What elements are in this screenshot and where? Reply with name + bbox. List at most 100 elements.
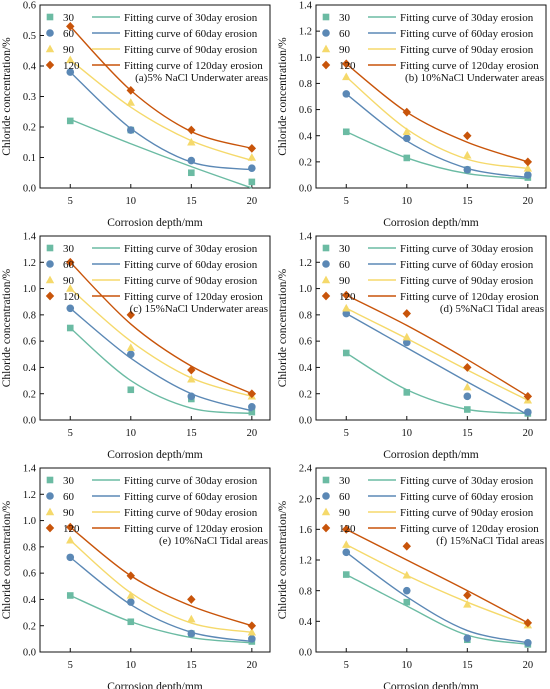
y-axis-label: Chloride concentration/%: [1, 37, 13, 156]
y-tick-label: 0.5: [23, 31, 36, 42]
data-point-120: [463, 363, 472, 372]
data-point-90: [342, 303, 351, 312]
x-tick-label: 10: [126, 660, 137, 671]
data-point-90: [126, 591, 135, 599]
legend-label: 120: [339, 523, 356, 535]
y-tick-label: 0.1: [23, 153, 36, 164]
y-tick-label: 1.2: [23, 490, 36, 501]
y-tick-label: 1.2: [299, 556, 312, 567]
x-axis-label: Corrosion depth/mm: [383, 449, 479, 461]
data-point-120: [66, 522, 75, 532]
data-point-30: [248, 408, 256, 416]
panel-title: (b) 10%NaCl Underwater areas: [405, 72, 544, 84]
fit-curve-90: [69, 539, 252, 633]
data-point-60: [342, 90, 351, 98]
x-tick-label: 10: [126, 196, 137, 207]
y-tick-label: 0.6: [23, 337, 36, 348]
x-tick-label: 20: [523, 196, 534, 207]
fit-curve-120: [345, 528, 529, 624]
panel-title: (d) 5%NaCl Tidal areas: [440, 303, 544, 315]
y-tick-label: 0.8: [23, 310, 36, 321]
data-point-120: [463, 590, 472, 600]
fit-curve-90: [345, 307, 529, 401]
legend-curve-label: Fitting curve of 120day erosion: [400, 523, 539, 535]
y-tick-label: 0.0: [299, 648, 312, 659]
plot-frame: [315, 4, 547, 189]
data-point-120: [126, 571, 135, 581]
legend-curve-label: Fitting curve of 90day erosion: [400, 275, 534, 287]
legend-label: 30: [339, 475, 351, 487]
data-point-120: [66, 21, 75, 31]
legend-curve-label: Fitting curve of 90day erosion: [124, 44, 258, 56]
y-tick-label: 0.4: [23, 595, 37, 606]
chart-panel-c: 0.0 0.2 0.4 0.6 0.8 1.0 1.2 1.4 5 10 15 20 Corrosion…: [1, 232, 271, 461]
data-point-60: [66, 304, 75, 313]
x-tick-label: 10: [126, 428, 137, 439]
legend-marker-120: [321, 291, 331, 301]
y-tick-label: 0.0: [299, 416, 312, 427]
data-point-90: [126, 343, 135, 351]
legend-curve-label: Fitting curve of 60day erosion: [124, 28, 258, 40]
data-point-30: [127, 386, 135, 394]
y-tick-label: 0.4: [23, 363, 37, 374]
data-point-120: [187, 595, 196, 604]
y-axis-label: Chloride concentration/%: [1, 268, 13, 387]
x-axis-label: Corrosion depth/mm: [383, 681, 479, 689]
fit-curve-90: [69, 288, 253, 398]
y-tick-label: 0.2: [299, 157, 312, 168]
y-tick-label: 0.2: [23, 389, 36, 400]
data-point-30: [66, 324, 74, 332]
legend-marker-90: [321, 275, 331, 284]
data-point-30: [66, 117, 74, 125]
plot-frame: [39, 235, 271, 421]
data-point-30: [342, 128, 350, 136]
legend-marker-60: [322, 260, 330, 268]
legend-marker-90: [45, 275, 55, 284]
y-tick-label: 0.8: [299, 586, 312, 597]
data-point-60: [66, 553, 75, 562]
y-tick-label: 2.4: [299, 464, 313, 475]
legend-curve-label: Fitting curve of 30day erosion: [124, 243, 258, 255]
x-axis-label: Corrosion depth/mm: [107, 681, 203, 689]
data-point-60: [187, 392, 196, 401]
legend-curve-label: Fitting curve of 120day erosion: [400, 291, 539, 303]
y-tick-label: 1.4: [299, 232, 313, 243]
chart-panel-b: 0.0 0.2 0.4 0.6 0.8 1.0 1.2 1.4 5 10 15 20 Corrosion…: [277, 1, 547, 229]
x-tick-label: 10: [402, 196, 413, 207]
data-point-90: [342, 540, 351, 548]
data-point-60: [248, 403, 256, 411]
data-point-90: [402, 127, 411, 135]
data-point-90: [463, 382, 472, 391]
legend-curve-label: Fitting curve of 60day erosion: [124, 491, 258, 503]
legend-marker-30: [322, 244, 330, 252]
y-axis-label: Chloride concentration/%: [277, 268, 289, 387]
data-point-90: [402, 570, 411, 579]
fit-curve-30: [69, 327, 252, 415]
legend-label: 120: [63, 291, 80, 303]
data-point-60: [126, 598, 135, 606]
data-point-90: [66, 55, 75, 64]
legend-label: 120: [339, 60, 356, 72]
fit-curve-90: [69, 59, 253, 162]
y-tick-label: 1.0: [299, 284, 312, 295]
data-point-60: [524, 408, 532, 416]
y-tick-label: 1.0: [299, 53, 312, 64]
legend-curve-label: Fitting curve of 120day erosion: [124, 523, 263, 535]
legend-curve-label: Fitting curve of 30day erosion: [400, 243, 534, 255]
legend-label: 60: [339, 28, 351, 40]
fit-curve-60: [345, 551, 528, 644]
data-point-120: [342, 524, 351, 534]
y-tick-label: 0.6: [23, 1, 36, 12]
data-point-60: [126, 350, 135, 359]
data-point-120: [247, 389, 257, 399]
legend-curve-label: Fitting curve of 60day erosion: [400, 491, 534, 503]
y-tick-label: 0.8: [299, 79, 312, 90]
data-point-90: [463, 150, 472, 159]
chart-panel-e: 0.0 0.2 0.4 0.6 0.8 1.0 1.2 1.4 5 10 15 20 Corrosion…: [1, 464, 271, 689]
data-point-60: [187, 629, 196, 638]
x-tick-label: 15: [462, 660, 473, 671]
legend-marker-90: [321, 507, 331, 516]
y-tick-label: 0.0: [23, 648, 36, 659]
y-tick-label: 1.2: [299, 258, 312, 269]
